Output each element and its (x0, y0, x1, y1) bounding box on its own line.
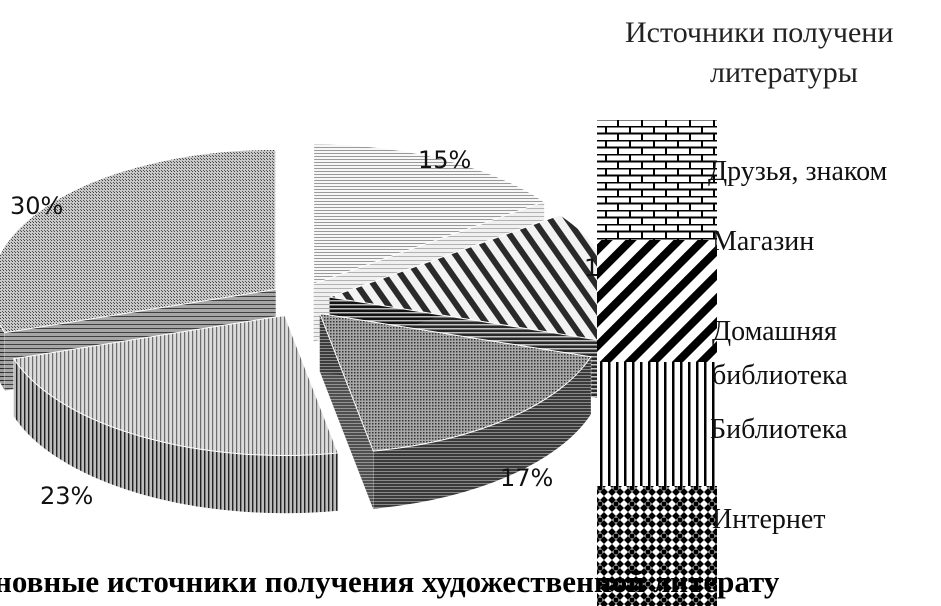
legend-label-2b: библиотека (712, 360, 848, 391)
pie-slice-top-checker-diamond-pattern (0, 148, 277, 334)
pie-slice-top-dots-pattern (319, 312, 592, 452)
legend-title-line-2: литературы (710, 56, 858, 89)
legend-label-1: Магазин (712, 226, 814, 257)
legend-swatch-diagonal (597, 240, 717, 362)
legend-label-3: Библиотека (710, 414, 848, 445)
data-label-2: 17% (500, 464, 553, 492)
data-label-4: 30% (10, 192, 63, 220)
legend-label-0: Друзья, знаком (708, 156, 888, 187)
pie-slice-side-4 (0, 324, 5, 392)
legend-swatch-brick (597, 120, 717, 240)
pie-slice-wall-2-1 (319, 313, 374, 510)
pie-slice-3 (12, 314, 339, 514)
chart-caption: новные источники получения художественно… (0, 564, 780, 599)
data-label-3: 23% (40, 482, 93, 510)
legend-label-2a: Домашняя (712, 316, 837, 347)
legend-swatch-checker (597, 486, 717, 606)
legend-title-line-1: Источники получени (625, 16, 893, 49)
data-label-1: 1 (584, 254, 599, 282)
pie-3d (0, 143, 616, 514)
legend-swatch-vertical (597, 362, 717, 486)
legend: Друзья, знаком Магазин Домашняя библиоте… (597, 120, 888, 606)
pie-slice-top-vertical-stripe-pattern (12, 314, 339, 456)
pie-slice-top-brick-pattern (313, 143, 546, 285)
pie-slice-2 (319, 312, 592, 510)
legend-label-4: Интернет (712, 504, 826, 535)
data-label-0: 15% (418, 146, 471, 174)
